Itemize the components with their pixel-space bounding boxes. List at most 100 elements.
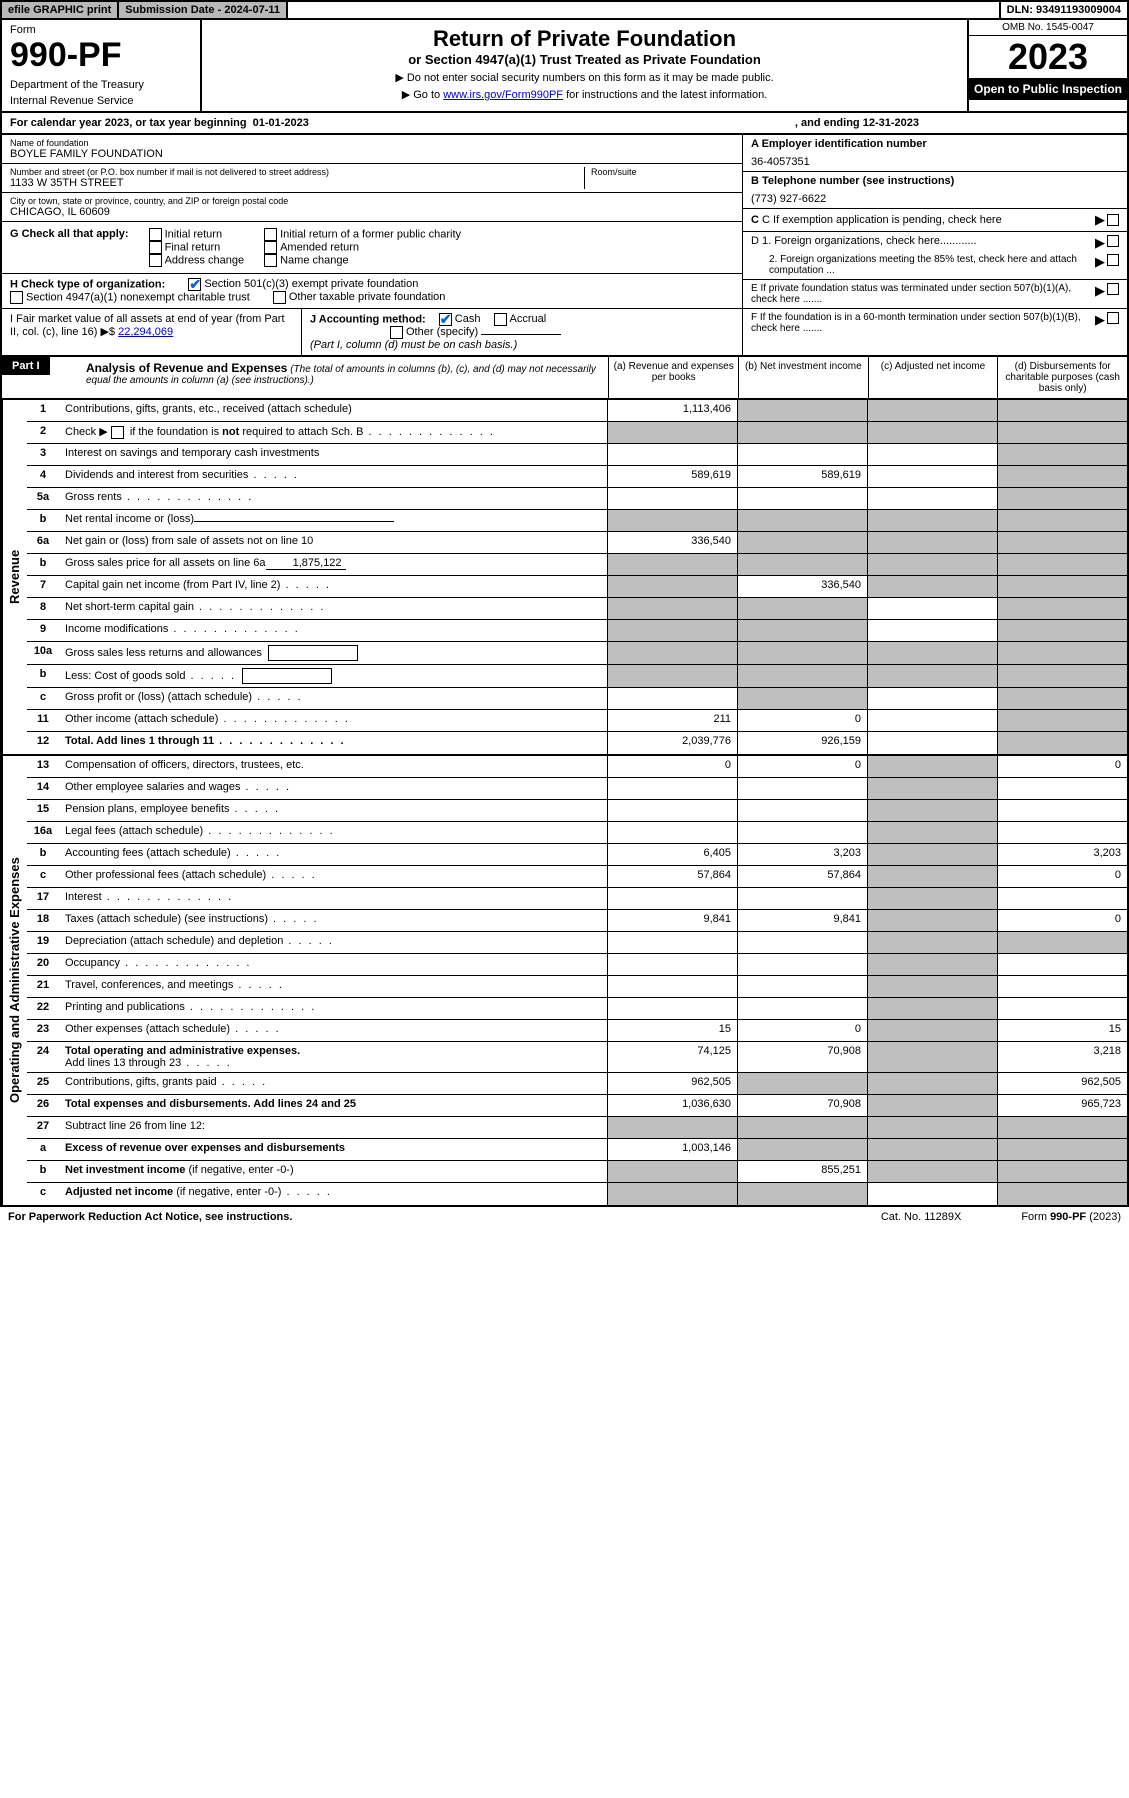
calendar-year-row: For calendar year 2023, or tax year begi… (0, 113, 1129, 135)
form-header: Form 990-PF Department of the Treasury I… (0, 20, 1129, 113)
row-7: 7Capital gain net income (from Part IV, … (27, 576, 1127, 598)
header-left: Form 990-PF Department of the Treasury I… (2, 20, 202, 111)
expenses-table: Operating and Administrative Expenses 13… (0, 756, 1129, 1207)
irs-link[interactable]: www.irs.gov/Form990PF (443, 89, 563, 101)
checkbox-f[interactable] (1107, 312, 1119, 324)
row-10b: bLess: Cost of goods sold (27, 665, 1127, 688)
header-note2: ▶ Go to www.irs.gov/Form990PF for instru… (208, 88, 961, 101)
checkbox-initial-return[interactable] (149, 228, 162, 241)
submission-date: Submission Date - 2024-07-11 (119, 2, 288, 18)
row-24: 24Total operating and administrative exp… (27, 1042, 1127, 1073)
row-5a: 5aGross rents (27, 488, 1127, 510)
checkbox-initial-former[interactable] (264, 228, 277, 241)
foundation-city: CHICAGO, IL 60609 (10, 206, 734, 218)
row-27c: cAdjusted net income (if negative, enter… (27, 1183, 1127, 1205)
row-4: 4Dividends and interest from securities5… (27, 466, 1127, 488)
foundation-address: 1133 W 35TH STREET (10, 177, 584, 189)
checkbox-cash[interactable] (439, 313, 452, 326)
checkbox-schb[interactable] (111, 426, 124, 439)
row-27: 27Subtract line 26 from line 12: (27, 1117, 1127, 1139)
info-right: A Employer identification number 36-4057… (742, 135, 1127, 355)
checkbox-d1[interactable] (1107, 235, 1119, 247)
row-2: 2Check ▶ if the foundation is not requir… (27, 422, 1127, 444)
row-9: 9Income modifications (27, 620, 1127, 642)
row-10a: 10aGross sales less returns and allowanc… (27, 642, 1127, 665)
checkbox-other-method[interactable] (390, 326, 403, 339)
row-10c: cGross profit or (loss) (attach schedule… (27, 688, 1127, 710)
checkbox-amended[interactable] (264, 241, 277, 254)
fmv-value: 22,294,069 (118, 326, 173, 338)
header-note1: ▶ Do not enter social security numbers o… (208, 71, 961, 84)
row-15: 15Pension plans, employee benefits (27, 800, 1127, 822)
page-footer: For Paperwork Reduction Act Notice, see … (0, 1207, 1129, 1227)
checkbox-e[interactable] (1107, 283, 1119, 295)
efile-label[interactable]: efile GRAPHIC print (2, 2, 119, 18)
col-b-header: (b) Net investment income (738, 357, 868, 398)
phone-cell: B Telephone number (see instructions) (7… (743, 172, 1127, 209)
row-27a: aExcess of revenue over expenses and dis… (27, 1139, 1127, 1161)
row-8: 8Net short-term capital gain (27, 598, 1127, 620)
checkbox-address-change[interactable] (149, 254, 162, 267)
section-h: H Check type of organization: Section 50… (2, 274, 742, 309)
form-number: 990-PF (10, 36, 192, 75)
ein-value: 36-4057351 (751, 156, 810, 168)
checkbox-c[interactable] (1107, 214, 1119, 226)
part1-title: Analysis of Revenue and Expenses (The to… (82, 357, 608, 398)
checkbox-501c3[interactable] (188, 278, 201, 291)
footer-left: For Paperwork Reduction Act Notice, see … (8, 1211, 292, 1223)
row-14: 14Other employee salaries and wages (27, 778, 1127, 800)
section-j: J Accounting method: Cash Accrual Other … (302, 309, 742, 355)
row-5b: bNet rental income or (loss) (27, 510, 1127, 532)
row-22: 22Printing and publications (27, 998, 1127, 1020)
year-begin: 01-01-2023 (253, 117, 309, 129)
section-e: E If private foundation status was termi… (743, 280, 1127, 309)
row-19: 19Depreciation (attach schedule) and dep… (27, 932, 1127, 954)
section-i: I Fair market value of all assets at end… (2, 309, 302, 355)
department: Department of the Treasury (10, 79, 192, 91)
form-label: Form (10, 24, 192, 36)
section-f: F If the foundation is in a 60-month ter… (743, 309, 1127, 337)
checkbox-4947[interactable] (10, 291, 23, 304)
col-c-header: (c) Adjusted net income (868, 357, 998, 398)
row-6b: bGross sales price for all assets on lin… (27, 554, 1127, 576)
checkbox-d2[interactable] (1107, 254, 1119, 266)
open-inspection: Open to Public Inspection (969, 78, 1127, 100)
row-6a: 6aNet gain or (loss) from sale of assets… (27, 532, 1127, 554)
row-16a: 16aLegal fees (attach schedule) (27, 822, 1127, 844)
omb-number: OMB No. 1545-0047 (969, 20, 1127, 36)
checkbox-name-change[interactable] (264, 254, 277, 267)
row-20: 20Occupancy (27, 954, 1127, 976)
checkbox-accrual[interactable] (494, 313, 507, 326)
row-3: 3Interest on savings and temporary cash … (27, 444, 1127, 466)
city-cell: City or town, state or province, country… (2, 193, 742, 222)
part1-header: Part I Analysis of Revenue and Expenses … (0, 357, 1129, 400)
foundation-name-cell: Name of foundation BOYLE FAMILY FOUNDATI… (2, 135, 742, 164)
row-26: 26Total expenses and disbursements. Add … (27, 1095, 1127, 1117)
row-11: 11Other income (attach schedule)2110 (27, 710, 1127, 732)
row-27b: bNet investment income (if negative, ent… (27, 1161, 1127, 1183)
row-23: 23Other expenses (attach schedule)15015 (27, 1020, 1127, 1042)
checkbox-final-return[interactable] (149, 241, 162, 254)
row-12: 12Total. Add lines 1 through 112,039,776… (27, 732, 1127, 754)
revenue-table: Revenue 1Contributions, gifts, grants, e… (0, 400, 1129, 756)
tax-year: 2023 (969, 36, 1127, 78)
row-18: 18Taxes (attach schedule) (see instructi… (27, 910, 1127, 932)
info-block: Name of foundation BOYLE FAMILY FOUNDATI… (0, 135, 1129, 357)
col-a-header: (a) Revenue and expenses per books (608, 357, 738, 398)
header-center: Return of Private Foundation or Section … (202, 20, 967, 111)
year-end: , and ending 12-31-2023 (795, 117, 919, 129)
address-cell: Number and street (or P.O. box number if… (2, 164, 742, 193)
room-label: Room/suite (591, 167, 734, 177)
top-bar: efile GRAPHIC print Submission Date - 20… (0, 0, 1129, 20)
part1-badge: Part I (2, 357, 50, 375)
row-1: 1Contributions, gifts, grants, etc., rec… (27, 400, 1127, 422)
col-d-header: (d) Disbursements for charitable purpose… (997, 357, 1127, 398)
row-16b: bAccounting fees (attach schedule)6,4053… (27, 844, 1127, 866)
row-16c: cOther professional fees (attach schedul… (27, 866, 1127, 888)
footer-catno: Cat. No. 11289X (881, 1211, 962, 1223)
dln: DLN: 93491193009004 (999, 2, 1127, 18)
irs-label: Internal Revenue Service (10, 95, 192, 107)
foundation-name: BOYLE FAMILY FOUNDATION (10, 148, 734, 160)
checkbox-other-taxable[interactable] (273, 291, 286, 304)
section-d: D 1. Foreign organizations, check here..… (743, 232, 1127, 280)
